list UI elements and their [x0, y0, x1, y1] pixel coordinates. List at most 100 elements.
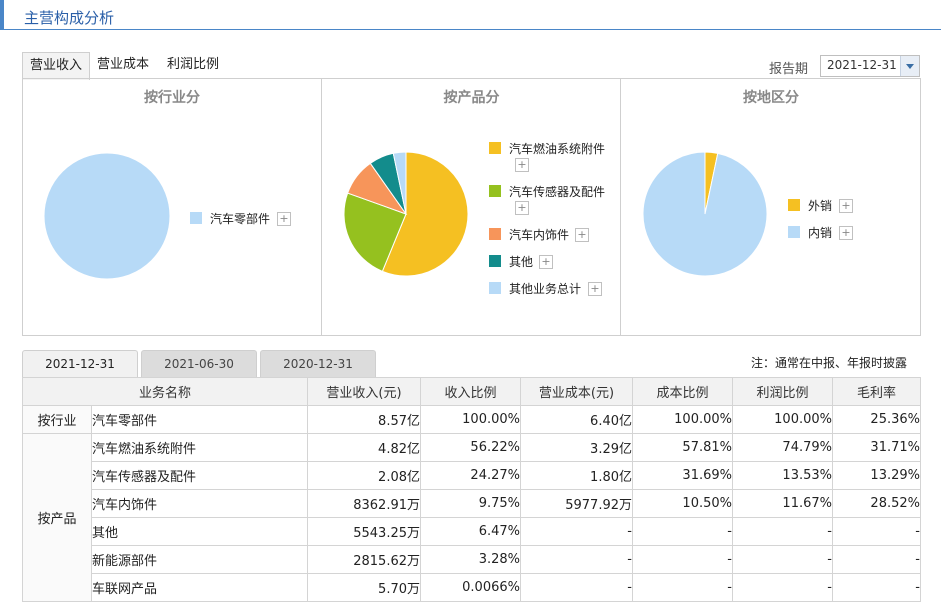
table-row: 新能源部件 2815.62万 3.28% - - - -	[23, 545, 921, 574]
column-header: 成本比例	[632, 377, 733, 406]
expand-plus-icon[interactable]: +	[515, 158, 529, 172]
value-cell: 31.69%	[632, 461, 733, 490]
value-cell: 13.29%	[832, 461, 921, 490]
value-cell: 3.29亿	[520, 433, 633, 462]
business-name-cell: 其他	[91, 517, 308, 546]
table-row: 按产品 汽车燃油系统附件 4.82亿 56.22% 3.29亿 57.81% 74.79% 3…	[22, 433, 921, 602]
value-cell: 57.81%	[632, 433, 733, 462]
table-header-row: 业务名称 营业收入(元) 收入比例 营业成本(元) 成本比例 利润比例 毛利率	[22, 377, 921, 406]
value-cell: 31.71%	[832, 433, 921, 462]
legend-swatch	[489, 228, 501, 240]
value-cell: -	[732, 517, 833, 546]
panel-title: 按行业分	[144, 90, 200, 106]
pie-slice[interactable]	[392, 151, 407, 215]
expand-plus-icon[interactable]: +	[277, 212, 291, 226]
business-name-cell: 汽车零部件	[91, 405, 308, 434]
tab-period-2021-12-31[interactable]: 2021-12-31	[22, 350, 138, 378]
table-row: 按行业 汽车零部件 8.57亿 100.00% 6.40亿 100.00% 100.00% 2…	[22, 405, 921, 434]
expand-plus-icon[interactable]: +	[839, 226, 853, 240]
value-cell: -	[732, 573, 833, 602]
chevron-down-icon[interactable]	[900, 56, 919, 76]
legend-swatch	[489, 255, 501, 267]
value-cell: -	[832, 545, 921, 574]
pie-slice[interactable]	[343, 192, 407, 272]
value-cell: 10.50%	[632, 489, 733, 518]
table-row: 车联网产品 5.70万 0.0066% - - - -	[23, 573, 921, 602]
table-row: 汽车内饰件 8362.91万 9.75% 5977.92万 10.50% 11.67% 28…	[23, 489, 921, 518]
region-pie-chart	[642, 151, 768, 277]
value-cell: 2815.62万	[307, 545, 421, 574]
column-header: 营业成本(元)	[520, 377, 633, 406]
composition-table: 业务名称 营业收入(元) 收入比例 营业成本(元) 成本比例 利润比例 毛利率 …	[22, 377, 921, 602]
period-label: 报告期	[769, 62, 809, 77]
legend-label: 内销	[808, 226, 833, 240]
column-header: 利润比例	[732, 377, 833, 406]
tab-cost[interactable]: 营业成本	[96, 57, 149, 72]
value-cell: 5977.92万	[520, 489, 633, 518]
value-cell: -	[520, 573, 633, 602]
header-divider	[0, 29, 941, 30]
panel-title: 按地区分	[743, 90, 799, 106]
value-cell: 5543.25万	[307, 517, 421, 546]
expand-plus-icon[interactable]: +	[539, 255, 553, 269]
legend-swatch	[190, 212, 202, 224]
value-cell: 5.70万	[307, 573, 421, 602]
value-cell: 13.53%	[732, 461, 833, 490]
header-accent	[0, 0, 4, 30]
column-header: 毛利率	[832, 377, 921, 406]
table-row: 其他 5543.25万 6.47% - - - -	[23, 517, 921, 546]
tab-revenue[interactable]: 营业收入	[22, 52, 90, 80]
value-cell: 6.40亿	[520, 405, 633, 434]
section-header: 主营构成分析	[0, 0, 941, 30]
value-cell: 100.00%	[632, 405, 733, 434]
value-cell: -	[520, 545, 633, 574]
column-header: 业务名称	[22, 377, 308, 406]
value-cell: 28.52%	[832, 489, 921, 518]
value-cell: -	[632, 517, 733, 546]
pie-slice[interactable]	[381, 151, 469, 277]
legend-label: 其他业务总计	[509, 282, 582, 296]
legend-label: 汽车内饰件	[509, 228, 570, 242]
column-header: 收入比例	[420, 377, 521, 406]
legend-label: 汽车燃油系统附件	[509, 142, 606, 156]
value-cell: -	[632, 573, 733, 602]
pie-slice[interactable]	[43, 152, 171, 280]
tab-profit-ratio[interactable]: 利润比例	[166, 57, 219, 72]
tab-period-2021-06-30[interactable]: 2021-06-30	[141, 350, 257, 378]
value-cell: 24.27%	[420, 461, 521, 490]
tab-period-2020-12-31[interactable]: 2020-12-31	[260, 350, 376, 378]
legend-label: 汽车零部件	[210, 212, 271, 226]
business-name-cell: 车联网产品	[91, 573, 308, 602]
value-cell: 100.00%	[420, 405, 521, 434]
value-cell: 8362.91万	[307, 489, 421, 518]
business-name-cell: 新能源部件	[91, 545, 308, 574]
legend-swatch	[489, 142, 501, 154]
column-header: 营业收入(元)	[307, 377, 421, 406]
expand-plus-icon[interactable]: +	[839, 199, 853, 213]
value-cell: 0.0066%	[420, 573, 521, 602]
expand-plus-icon[interactable]: +	[575, 228, 589, 242]
product-pie-chart	[343, 151, 469, 277]
composition-panels: 按行业分 汽车零部件 + 按产品分 汽车燃油系统附件 + 汽车传感器及配件 + …	[22, 78, 921, 336]
value-cell: 100.00%	[732, 405, 833, 434]
period-select-value: 2021-12-31	[827, 58, 897, 72]
legend-swatch	[788, 199, 800, 211]
table-row: 汽车传感器及配件 2.08亿 24.27% 1.80亿 31.69% 13.53% 13.2…	[23, 461, 921, 490]
value-cell: 1.80亿	[520, 461, 633, 490]
value-cell: 74.79%	[732, 433, 833, 462]
category-cell: 按行业	[22, 405, 92, 434]
panel-title: 按产品分	[443, 90, 500, 106]
expand-plus-icon[interactable]: +	[588, 282, 602, 296]
business-name-cell: 汽车传感器及配件	[91, 461, 308, 490]
panel-by-region: 按地区分 外销 + 内销 +	[620, 79, 921, 335]
period-select[interactable]: 2021-12-31	[820, 55, 920, 77]
pie-slice[interactable]	[642, 151, 768, 277]
value-cell: -	[732, 545, 833, 574]
business-name-cell: 汽车内饰件	[91, 489, 308, 518]
value-cell: -	[520, 517, 633, 546]
value-cell: 11.67%	[732, 489, 833, 518]
disclosure-note: 注：通常在中报、年报时披露	[751, 356, 908, 370]
value-cell: 8.57亿	[307, 405, 421, 434]
value-cell: 9.75%	[420, 489, 521, 518]
expand-plus-icon[interactable]: +	[515, 201, 529, 215]
